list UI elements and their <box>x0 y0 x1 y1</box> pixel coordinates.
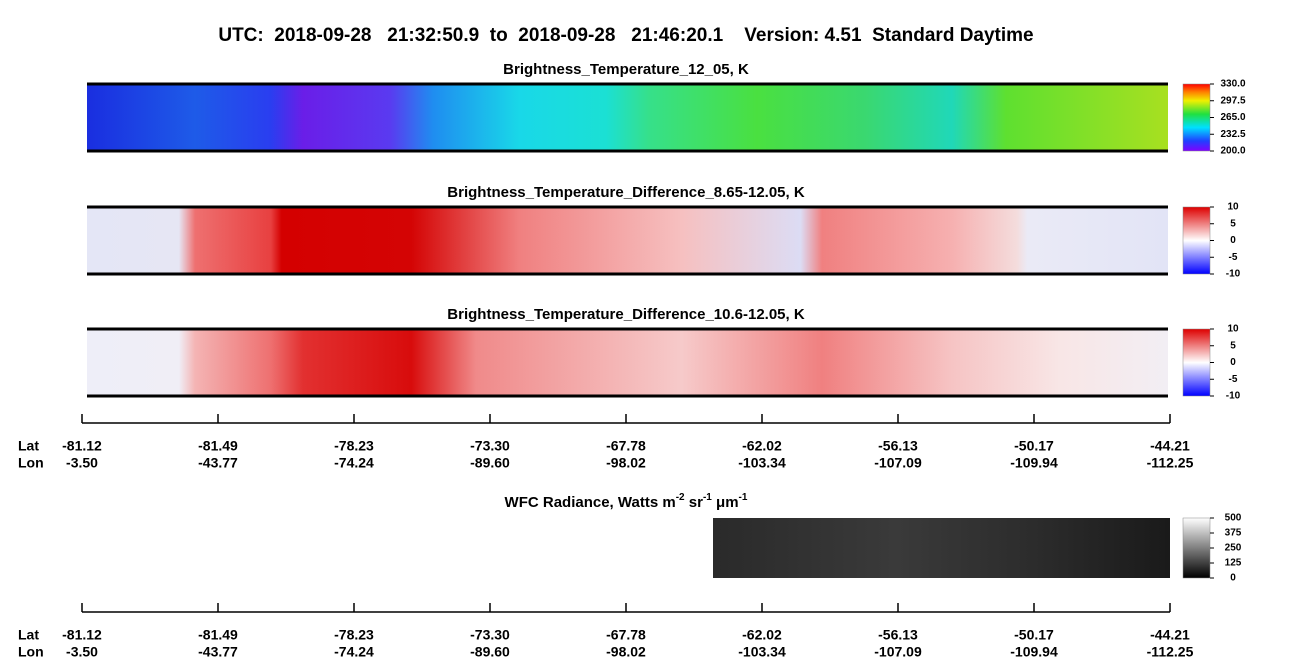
figure-title: UTC: 2018-09-28 21:32:50.9 to 2018-09-28… <box>218 25 1033 46</box>
lat-tick-label: -78.23 <box>334 438 374 454</box>
lon-tick-label: -3.50 <box>66 455 98 471</box>
lat-tick-label: -73.30 <box>470 627 510 643</box>
lon-tick-label: -107.09 <box>874 644 922 660</box>
colorbar-tick-label: 330.0 <box>1220 79 1245 90</box>
colorbar <box>1182 206 1211 275</box>
lat-tick-label: -81.12 <box>62 438 102 454</box>
lon-tick-label: -103.34 <box>738 644 786 660</box>
lat-tick-label: -50.17 <box>1014 627 1054 643</box>
panel-title: Brightness_Temperature_12_05, K <box>503 61 749 78</box>
colorbar-tick-label: 10 <box>1227 324 1239 335</box>
lon-tick-label: -98.02 <box>606 455 646 471</box>
lat-tick-label: -67.78 <box>606 627 646 643</box>
lat-tick-label: -56.13 <box>878 627 918 643</box>
colorbar-tick-label: -10 <box>1226 391 1241 402</box>
colorbar-tick-label: 0 <box>1230 573 1236 584</box>
colorbar-tick-label: 0 <box>1230 235 1236 246</box>
panel-title: Brightness_Temperature_Difference_8.65-1… <box>447 184 805 201</box>
colorbar-tick-label: 0 <box>1230 357 1236 368</box>
lat-tick-label: -44.21 <box>1150 627 1190 643</box>
wfc-title-part: -1 <box>703 492 712 503</box>
wfc-title-part: μm <box>712 494 739 511</box>
colorbar <box>1182 328 1211 397</box>
colorbar-tick-label: 500 <box>1225 513 1242 524</box>
lon-tick-label: -98.02 <box>606 644 646 660</box>
wfc-title-part: sr <box>685 494 704 511</box>
colorbar <box>1182 83 1211 152</box>
wfc-title-part: -1 <box>739 492 748 503</box>
lon-label: Lon <box>18 455 44 471</box>
lat-tick-label: -56.13 <box>878 438 918 454</box>
colorbar <box>1182 517 1211 579</box>
lat-tick-label: -50.17 <box>1014 438 1054 454</box>
lon-tick-label: -3.50 <box>66 644 98 660</box>
lon-tick-label: -109.94 <box>1010 644 1058 660</box>
lat-tick-label: -81.49 <box>198 627 238 643</box>
colorbar-tick-label: 232.5 <box>1220 129 1245 140</box>
wfc-title: WFC Radiance, Watts m-2 sr-1 μm-1 <box>505 492 748 511</box>
lat-tick-label: -78.23 <box>334 627 374 643</box>
wfc-image <box>713 518 1170 578</box>
lon-tick-label: -89.60 <box>470 644 510 660</box>
lon-tick-label: -109.94 <box>1010 455 1058 471</box>
lat-tick-label: -81.49 <box>198 438 238 454</box>
panel-image <box>87 329 1168 396</box>
lat-label: Lat <box>18 438 39 454</box>
colorbar-tick-label: 5 <box>1230 218 1236 229</box>
lat-tick-label: -44.21 <box>1150 438 1190 454</box>
lon-tick-label: -74.24 <box>334 644 374 660</box>
lat-tick-label: -62.02 <box>742 627 782 643</box>
panel-title: Brightness_Temperature_Difference_10.6-1… <box>447 306 805 323</box>
lon-tick-label: -43.77 <box>198 644 238 660</box>
colorbar-tick-label: -5 <box>1229 252 1238 263</box>
colorbar-tick-label: -10 <box>1226 269 1241 280</box>
wfc-title-part: WFC Radiance, Watts m <box>505 494 676 511</box>
colorbar-tick-label: -5 <box>1229 374 1238 385</box>
wfc-title-part: -2 <box>676 492 685 503</box>
colorbar-tick-label: 125 <box>1225 558 1242 569</box>
colorbar-tick-label: 250 <box>1225 543 1242 554</box>
lat-tick-label: -62.02 <box>742 438 782 454</box>
lat-tick-label: -81.12 <box>62 627 102 643</box>
lon-tick-label: -112.25 <box>1147 455 1194 471</box>
lon-tick-label: -43.77 <box>198 455 238 471</box>
lat-tick-label: -73.30 <box>470 438 510 454</box>
colorbar-tick-label: 265.0 <box>1220 112 1245 123</box>
lat-label: Lat <box>18 627 39 643</box>
colorbar-tick-label: 10 <box>1227 202 1239 213</box>
lon-tick-label: -107.09 <box>874 455 922 471</box>
lon-tick-label: -103.34 <box>738 455 786 471</box>
lon-label: Lon <box>18 644 44 660</box>
lon-tick-label: -89.60 <box>470 455 510 471</box>
panel-image <box>87 207 1168 274</box>
colorbar-tick-label: 375 <box>1225 528 1242 539</box>
panel-image <box>87 84 1168 151</box>
lon-tick-label: -112.25 <box>1147 644 1194 660</box>
lat-tick-label: -67.78 <box>606 438 646 454</box>
colorbar-tick-label: 297.5 <box>1220 95 1245 106</box>
colorbar-tick-label: 5 <box>1230 340 1236 351</box>
lon-tick-label: -74.24 <box>334 455 374 471</box>
colorbar-tick-label: 200.0 <box>1220 146 1245 157</box>
